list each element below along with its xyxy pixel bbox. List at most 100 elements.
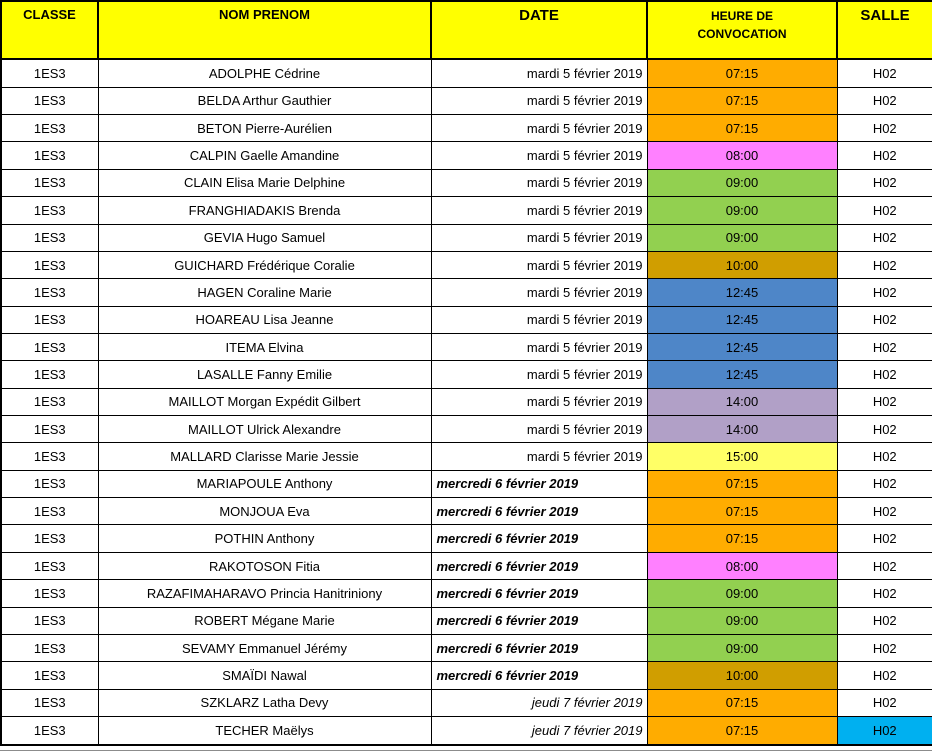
date-cell: mardi 5 février 2019 [430, 58, 648, 88]
header-classe: CLASSE [0, 0, 99, 60]
date-cell: jeudi 7 février 2019 [430, 688, 648, 717]
classe-cell: 1ES3 [0, 114, 99, 143]
table-row: 1ES3 SMAÏDI Nawal mercredi 6 février 201… [0, 661, 932, 690]
heure-convocation-cell: 07:15 [646, 86, 838, 116]
classe-cell: 1ES3 [0, 360, 99, 389]
table-row: 1ES3 RAZAFIMAHARAVO Princia Hanitriniony… [0, 579, 932, 608]
nom-prenom-cell: ADOLPHE Cédrine [97, 58, 432, 88]
header-date: DATE [430, 0, 648, 60]
nom-prenom-cell: GUICHARD Frédérique Coralie [97, 250, 432, 280]
salle-cell: H02 [836, 497, 932, 526]
nom-prenom-cell: GEVIA Hugo Samuel [97, 223, 432, 252]
heure-convocation-cell: 09:00 [646, 223, 838, 252]
table-row: 1ES3 RAKOTOSON Fitia mercredi 6 février … [0, 551, 932, 581]
classe-cell: 1ES3 [0, 524, 99, 553]
date-cell: mercredi 6 février 2019 [430, 633, 648, 663]
classe-cell: 1ES3 [0, 442, 99, 471]
classe-cell: 1ES3 [0, 688, 99, 717]
heure-convocation-cell: 08:00 [646, 141, 838, 170]
classe-cell: 1ES3 [0, 223, 99, 252]
heure-convocation-cell: 10:00 [646, 661, 838, 690]
classe-cell: 1ES3 [0, 58, 99, 88]
date-cell: mardi 5 février 2019 [430, 250, 648, 280]
nom-prenom-cell: TECHER Maëlys [97, 715, 432, 746]
date-cell: mardi 5 février 2019 [430, 168, 648, 198]
classe-cell: 1ES3 [0, 661, 99, 690]
table-row: 1ES3 GUICHARD Frédérique Coralie mardi 5… [0, 250, 932, 280]
heure-convocation-cell: 07:15 [646, 688, 838, 717]
salle-cell: H02 [836, 469, 932, 499]
table-row: 1ES3 BETON Pierre-Aurélien mardi 5 févri… [0, 114, 932, 143]
nom-prenom-cell: MALLARD Clarisse Marie Jessie [97, 442, 432, 471]
salle-cell: H02 [836, 168, 932, 198]
header-heure-de-convocation: HEURE DE CONVOCATION [646, 0, 838, 60]
heure-convocation-cell: 12:45 [646, 305, 838, 334]
table-row: 1ES3 SZKLARZ Latha Devy jeudi 7 février … [0, 688, 932, 717]
table-row: 1ES3 CALPIN Gaelle Amandine mardi 5 févr… [0, 141, 932, 170]
classe-cell: 1ES3 [0, 469, 99, 499]
date-cell: mardi 5 février 2019 [430, 442, 648, 471]
table-row: 1ES3 MALLARD Clarisse Marie Jessie mardi… [0, 442, 932, 471]
salle-cell: H02 [836, 278, 932, 307]
table-row: 1ES3 SEVAMY Emmanuel Jérémy mercredi 6 f… [0, 633, 932, 663]
nom-prenom-cell: RAZAFIMAHARAVO Princia Hanitriniony [97, 579, 432, 608]
heure-convocation-cell: 09:00 [646, 196, 838, 225]
table-row: 1ES3 ADOLPHE Cédrine mardi 5 février 201… [0, 58, 932, 88]
classe-cell: 1ES3 [0, 606, 99, 635]
heure-convocation-cell: 15:00 [646, 442, 838, 471]
nom-prenom-cell: MONJOUA Eva [97, 497, 432, 526]
table-row: 1ES3 MARIAPOULE Anthony mercredi 6 févri… [0, 469, 932, 499]
date-cell: mardi 5 février 2019 [430, 332, 648, 362]
salle-cell: H02 [836, 579, 932, 608]
table-row: 1ES3 ROBERT Mégane Marie mercredi 6 févr… [0, 606, 932, 635]
salle-cell: H02 [836, 332, 932, 362]
salle-cell: H02 [836, 360, 932, 389]
date-cell: mardi 5 février 2019 [430, 114, 648, 143]
salle-cell: H02 [836, 141, 932, 170]
table-row: 1ES3 HOAREAU Lisa Jeanne mardi 5 février… [0, 305, 932, 334]
salle-cell: H02 [836, 442, 932, 471]
classe-cell: 1ES3 [0, 250, 99, 280]
heure-convocation-cell: 08:00 [646, 551, 838, 581]
table-row: 1ES3 MAILLOT Morgan Expédit Gilbert mard… [0, 387, 932, 417]
header-nom-prenom: NOM PRENOM [97, 0, 432, 60]
date-cell: mardi 5 février 2019 [430, 223, 648, 252]
nom-prenom-cell: RAKOTOSON Fitia [97, 551, 432, 581]
date-cell: mercredi 6 février 2019 [430, 661, 648, 690]
heure-convocation-cell: 14:00 [646, 387, 838, 417]
date-cell: mardi 5 février 2019 [430, 86, 648, 116]
header-salle: SALLE [836, 0, 932, 60]
nom-prenom-cell: HAGEN Coraline Marie [97, 278, 432, 307]
nom-prenom-cell: FRANGHIADAKIS Brenda [97, 196, 432, 225]
salle-cell: H02 [836, 524, 932, 553]
nom-prenom-cell: MAILLOT Morgan Expédit Gilbert [97, 387, 432, 417]
classe-cell: 1ES3 [0, 141, 99, 170]
heure-convocation-cell: 07:15 [646, 58, 838, 88]
nom-prenom-cell: LASALLE Fanny Emilie [97, 360, 432, 389]
heure-convocation-cell: 09:00 [646, 168, 838, 198]
heure-convocation-cell: 07:15 [646, 497, 838, 526]
table-row: 1ES3 BELDA Arthur Gauthier mardi 5 févri… [0, 86, 932, 116]
nom-prenom-cell: ITEMA Elvina [97, 332, 432, 362]
table-row: 1ES3 MAILLOT Ulrick Alexandre mardi 5 fé… [0, 415, 932, 444]
heure-convocation-cell: 07:15 [646, 469, 838, 499]
nom-prenom-cell: MARIAPOULE Anthony [97, 469, 432, 499]
salle-cell: H02 [836, 661, 932, 690]
nom-prenom-cell: MAILLOT Ulrick Alexandre [97, 415, 432, 444]
date-cell: mercredi 6 février 2019 [430, 606, 648, 635]
heure-convocation-cell: 07:15 [646, 715, 838, 746]
nom-prenom-cell: CALPIN Gaelle Amandine [97, 141, 432, 170]
salle-cell: H02 [836, 250, 932, 280]
nom-prenom-cell: SEVAMY Emmanuel Jérémy [97, 633, 432, 663]
heure-convocation-cell: 07:15 [646, 524, 838, 553]
next-row-partial-border [0, 750, 932, 751]
table-row: 1ES3 POTHIN Anthony mercredi 6 février 2… [0, 524, 932, 553]
heure-convocation-cell: 07:15 [646, 114, 838, 143]
table-row: 1ES3 MONJOUA Eva mercredi 6 février 2019… [0, 497, 932, 526]
salle-cell: H02 [836, 58, 932, 88]
salle-cell: H02 [836, 606, 932, 635]
classe-cell: 1ES3 [0, 579, 99, 608]
classe-cell: 1ES3 [0, 332, 99, 362]
classe-cell: 1ES3 [0, 497, 99, 526]
heure-convocation-cell: 12:45 [646, 360, 838, 389]
